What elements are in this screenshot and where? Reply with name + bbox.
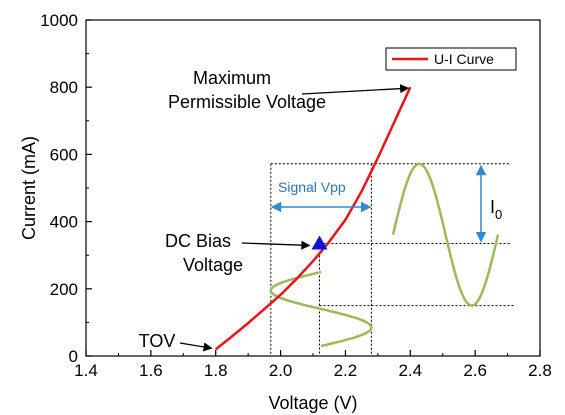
u-i-curve-line xyxy=(214,86,412,351)
x-tick-label-3: 2.0 xyxy=(269,361,293,380)
y-tick-label-5: 1000 xyxy=(40,11,78,30)
legend-box xyxy=(385,47,517,71)
y-tick-label-2: 400 xyxy=(50,213,78,232)
y-tick-label-1: 200 xyxy=(50,280,78,299)
x-tick-label-7: 2.8 xyxy=(528,361,552,380)
x-tick-label-2: 1.8 xyxy=(204,361,228,380)
y-tick-label-0: 0 xyxy=(69,347,78,366)
dc-bias-label-1: DC Bias xyxy=(165,231,231,251)
axis-ticks: 1.4 1.6 1.8 2.0 2.2 2.4 2.6 2.8 0 200 400 600 800 100… xyxy=(40,11,552,380)
arrow-dc-bias xyxy=(241,240,311,250)
signal-vpp-label: Signal Vpp xyxy=(278,179,346,195)
x-tick-label-4: 2.2 xyxy=(334,361,358,380)
voltage-sine-wave xyxy=(269,270,373,348)
x-tick-label-0: 1.4 xyxy=(74,361,98,380)
signal-waves xyxy=(269,162,500,348)
annotation-arrows xyxy=(179,84,487,352)
dc-bias-label-2: Voltage xyxy=(183,255,243,275)
guide-lines xyxy=(270,163,514,356)
y-tick-label-4: 800 xyxy=(50,78,78,97)
dc-bias-marker xyxy=(311,235,328,250)
current-sine-wave xyxy=(391,162,500,307)
y-axis-label: Current (mA) xyxy=(19,136,39,240)
x-tick-label-5: 2.4 xyxy=(398,361,422,380)
x-axis-label: Voltage (V) xyxy=(268,393,357,413)
i0-subscript: 0 xyxy=(495,207,502,222)
y-tick-label-3: 600 xyxy=(50,145,78,164)
legend-label: U-I Curve xyxy=(434,51,494,67)
legend: U-I Curve xyxy=(385,47,517,71)
i0-label: I0 xyxy=(490,197,502,222)
max-voltage-label-2: Permissible Voltage xyxy=(168,92,326,112)
series-layer xyxy=(214,86,412,351)
x-tick-label-6: 2.6 xyxy=(463,361,487,380)
arrow-tov xyxy=(179,342,213,352)
tov-label: TOV xyxy=(139,331,176,351)
arrow-max-voltage xyxy=(301,84,410,95)
max-voltage-label-1: Maximum xyxy=(193,68,271,88)
x-tick-label-1: 1.6 xyxy=(139,361,163,380)
